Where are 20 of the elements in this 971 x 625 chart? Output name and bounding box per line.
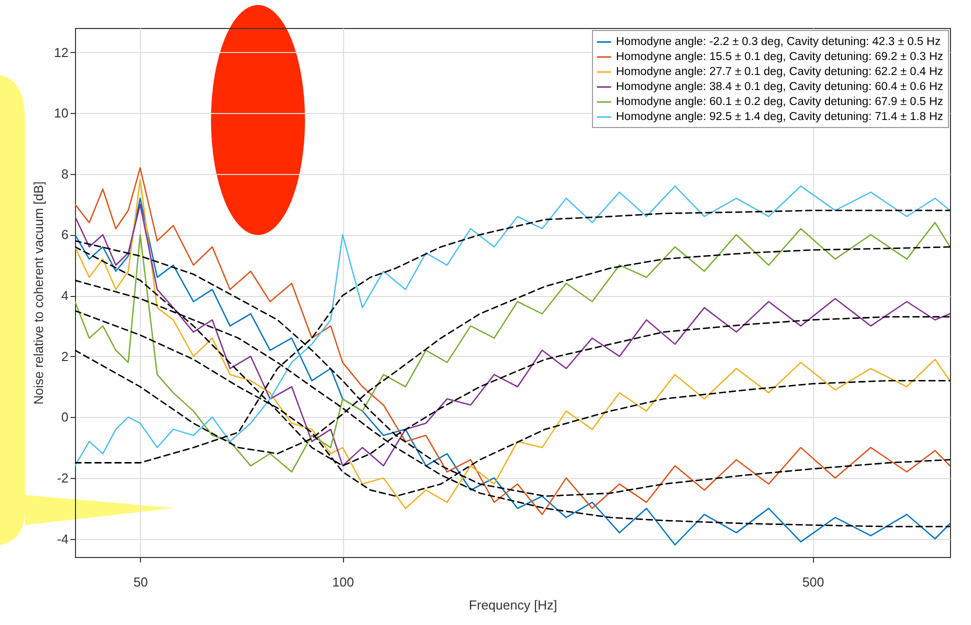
x-tick-label: 500 xyxy=(802,574,824,590)
x-tick-label: 100 xyxy=(332,574,354,590)
y-tick-label: 10 xyxy=(54,106,68,121)
legend-label: Homodyne angle: 15.5 ± 0.1 deg, Cavity detuning: 69.2 ± 0.3 Hz xyxy=(616,51,944,63)
y-tick-label: 4 xyxy=(61,288,68,304)
legend-label: Homodyne angle: 27.7 ± 0.1 deg, Cavity detuning: 62.2 ± 0.4 Hz xyxy=(616,66,944,78)
y-tick-label: -2 xyxy=(56,470,68,486)
y-tick-label: 6 xyxy=(61,227,68,242)
legend-label: Homodyne angle: 60.1 ± 0.2 deg, Cavity detuning: 67.9 ± 0.5 Hz xyxy=(616,96,944,108)
legend-label: Homodyne angle: 38.4 ± 0.1 deg, Cavity detuning: 60.4 ± 0.6 Hz xyxy=(616,81,944,93)
y-tick-label: 0 xyxy=(61,410,68,425)
y-tick-label: 8 xyxy=(61,166,68,182)
y-axis-title: Noise relative to coherent vacuum [dB] xyxy=(31,181,46,405)
y-tick-label: -4 xyxy=(56,531,68,546)
y-tick-label: 12 xyxy=(54,44,68,60)
y-tick-label: 2 xyxy=(61,348,68,364)
x-tick-label: 50 xyxy=(133,574,148,590)
x-axis-title: Frequency [Hz] xyxy=(468,598,558,612)
legend-label: Homodyne angle: 92.5 ± 1.4 deg, Cavity detuning: 71.4 ± 1.8 Hz xyxy=(616,111,944,123)
legend-label: Homodyne angle: -2.2 ± 0.3 deg, Cavity detuning: 42.3 ± 0.5 Hz xyxy=(616,36,941,48)
